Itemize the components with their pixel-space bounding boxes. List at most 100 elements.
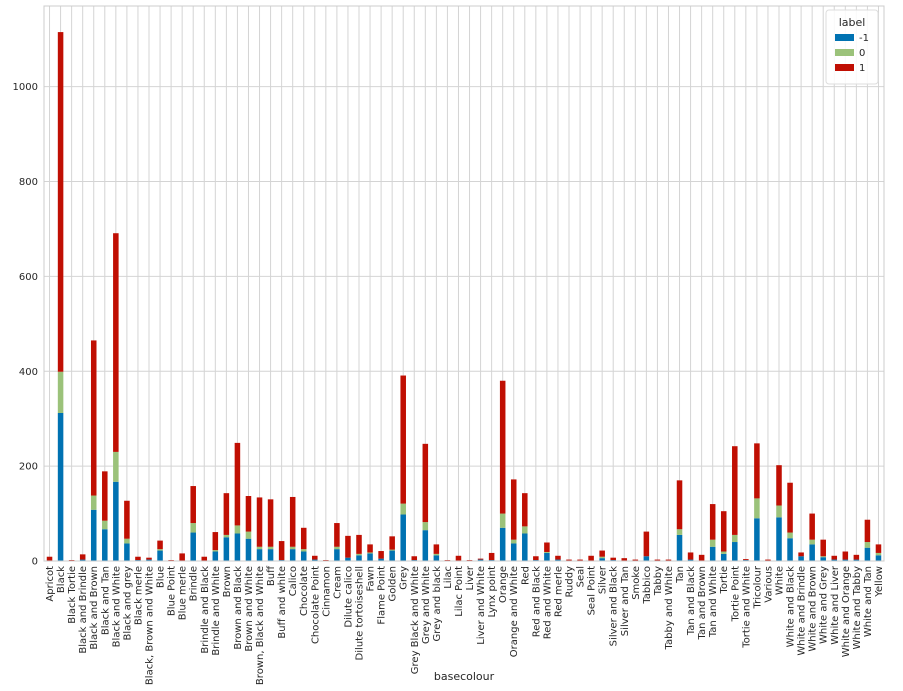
- legend-entry: 0: [859, 48, 865, 59]
- bar-segment: [709, 504, 716, 540]
- bar-segment: [334, 523, 340, 547]
- x-tick-label: Black and Brindle: [78, 566, 89, 654]
- bar-segment: [787, 538, 793, 561]
- bar-segment: [676, 480, 683, 530]
- x-tick-label: Dilute calico: [343, 566, 354, 628]
- bar-segment: [300, 551, 307, 561]
- bar-segment: [90, 340, 97, 496]
- bar-segment: [444, 560, 451, 561]
- x-tick-label: Black and Tan: [100, 566, 111, 635]
- bar-segment: [555, 555, 561, 560]
- x-tick-label: White and Liver: [830, 565, 841, 645]
- bar-segment: [289, 496, 296, 547]
- x-tick-label: Black Tortie: [67, 566, 78, 624]
- legend-title: label: [839, 16, 866, 29]
- bar-segment: [102, 520, 108, 530]
- bar-segment: [400, 514, 406, 561]
- bar-segment: [820, 539, 826, 557]
- bar-segment: [300, 527, 307, 550]
- x-tick-label: Tortie Point: [730, 566, 741, 623]
- bar-segment: [411, 556, 418, 561]
- bar-segment: [566, 559, 572, 561]
- bar-segment: [743, 559, 749, 561]
- bar-segment: [875, 552, 882, 556]
- bar-segment: [201, 556, 208, 561]
- plot-background: [44, 6, 884, 561]
- x-tick-label: White: [775, 566, 786, 595]
- x-tick-label: Various: [763, 566, 774, 603]
- bar-segment: [190, 523, 196, 533]
- bar-segment: [698, 554, 705, 561]
- y-tick-label: 600: [19, 272, 38, 283]
- x-tick-label: Black and Brown: [89, 566, 100, 650]
- x-tick-label: Fawn: [366, 566, 377, 591]
- bar-segment: [499, 380, 506, 514]
- bar-segment: [809, 539, 815, 545]
- legend-swatch: [835, 64, 854, 71]
- bar-segment: [113, 481, 119, 561]
- bar-segment: [345, 557, 351, 561]
- bar-segment: [334, 546, 340, 550]
- x-tick-label: Black, Brown and White: [145, 566, 156, 685]
- x-tick-label: Blue Point: [167, 566, 178, 616]
- bar-segment: [433, 544, 440, 554]
- bar-segment: [212, 551, 219, 561]
- bar-segment: [577, 559, 583, 561]
- x-tick-label: Tricolour: [752, 565, 763, 609]
- bar-segment: [157, 550, 163, 561]
- bar-segment: [610, 557, 616, 561]
- y-tick-label: 0: [32, 557, 38, 568]
- x-tick-label: Red merle: [553, 566, 564, 617]
- x-tick-label: Lilac: [443, 566, 454, 589]
- bar-segment: [367, 544, 373, 553]
- bar-segment: [90, 495, 97, 510]
- bar-segment: [433, 553, 440, 556]
- x-tick-label: Smoke: [631, 566, 642, 600]
- bar-segment: [754, 498, 760, 519]
- bar-segment: [168, 560, 174, 561]
- bar-segment: [720, 551, 727, 554]
- bar-segment: [433, 555, 440, 561]
- bar-segment: [157, 549, 163, 551]
- x-tick-label: Silver and Black: [609, 566, 620, 647]
- x-tick-label: Black: [56, 566, 67, 593]
- x-tick-label: Tan: [675, 566, 686, 584]
- bar-segment: [57, 371, 64, 413]
- x-tick-label: White and Brown: [808, 566, 819, 652]
- x-tick-label: Lilac Point: [454, 566, 465, 617]
- x-tick-label: Tan and Black: [686, 566, 697, 636]
- x-tick-label: Grey: [399, 566, 410, 590]
- plot-area: [44, 6, 884, 561]
- bar-segment: [643, 556, 650, 561]
- bar-segment: [422, 522, 429, 531]
- x-tick-label: Brown and Black: [233, 566, 244, 650]
- bar-segment: [245, 496, 252, 532]
- bar-segment: [57, 413, 64, 561]
- bar-segment: [665, 559, 672, 561]
- bar-segment: [367, 553, 373, 561]
- bar-segment: [555, 559, 561, 561]
- bar-segment: [378, 551, 384, 559]
- x-tick-label: Buff and white: [277, 566, 288, 639]
- legend: label -1 0 1: [825, 9, 879, 85]
- bar-segment: [400, 375, 406, 504]
- bar-segment: [113, 451, 119, 482]
- x-tick-label: Grey Black and White: [410, 566, 421, 674]
- bar-segment: [809, 513, 815, 540]
- bar-segment: [256, 497, 263, 547]
- x-tick-label: Seal: [576, 566, 587, 587]
- bar-segment: [256, 546, 263, 550]
- bar-segment: [687, 552, 694, 560]
- bar-segment: [212, 550, 219, 552]
- bar-segment: [356, 553, 362, 556]
- bar-layer: [46, 32, 882, 562]
- x-tick-label: White and Brindle: [797, 566, 808, 656]
- legend-entry: -1: [859, 33, 869, 44]
- bar-segment: [842, 559, 849, 561]
- x-tick-label: Tabby and White: [664, 566, 675, 650]
- bar-segment: [776, 517, 782, 561]
- bar-segment: [709, 539, 716, 547]
- bar-segment: [599, 556, 605, 559]
- x-tick-label: Cinnamon: [321, 566, 332, 617]
- x-tick-label: Grey and White: [421, 566, 432, 644]
